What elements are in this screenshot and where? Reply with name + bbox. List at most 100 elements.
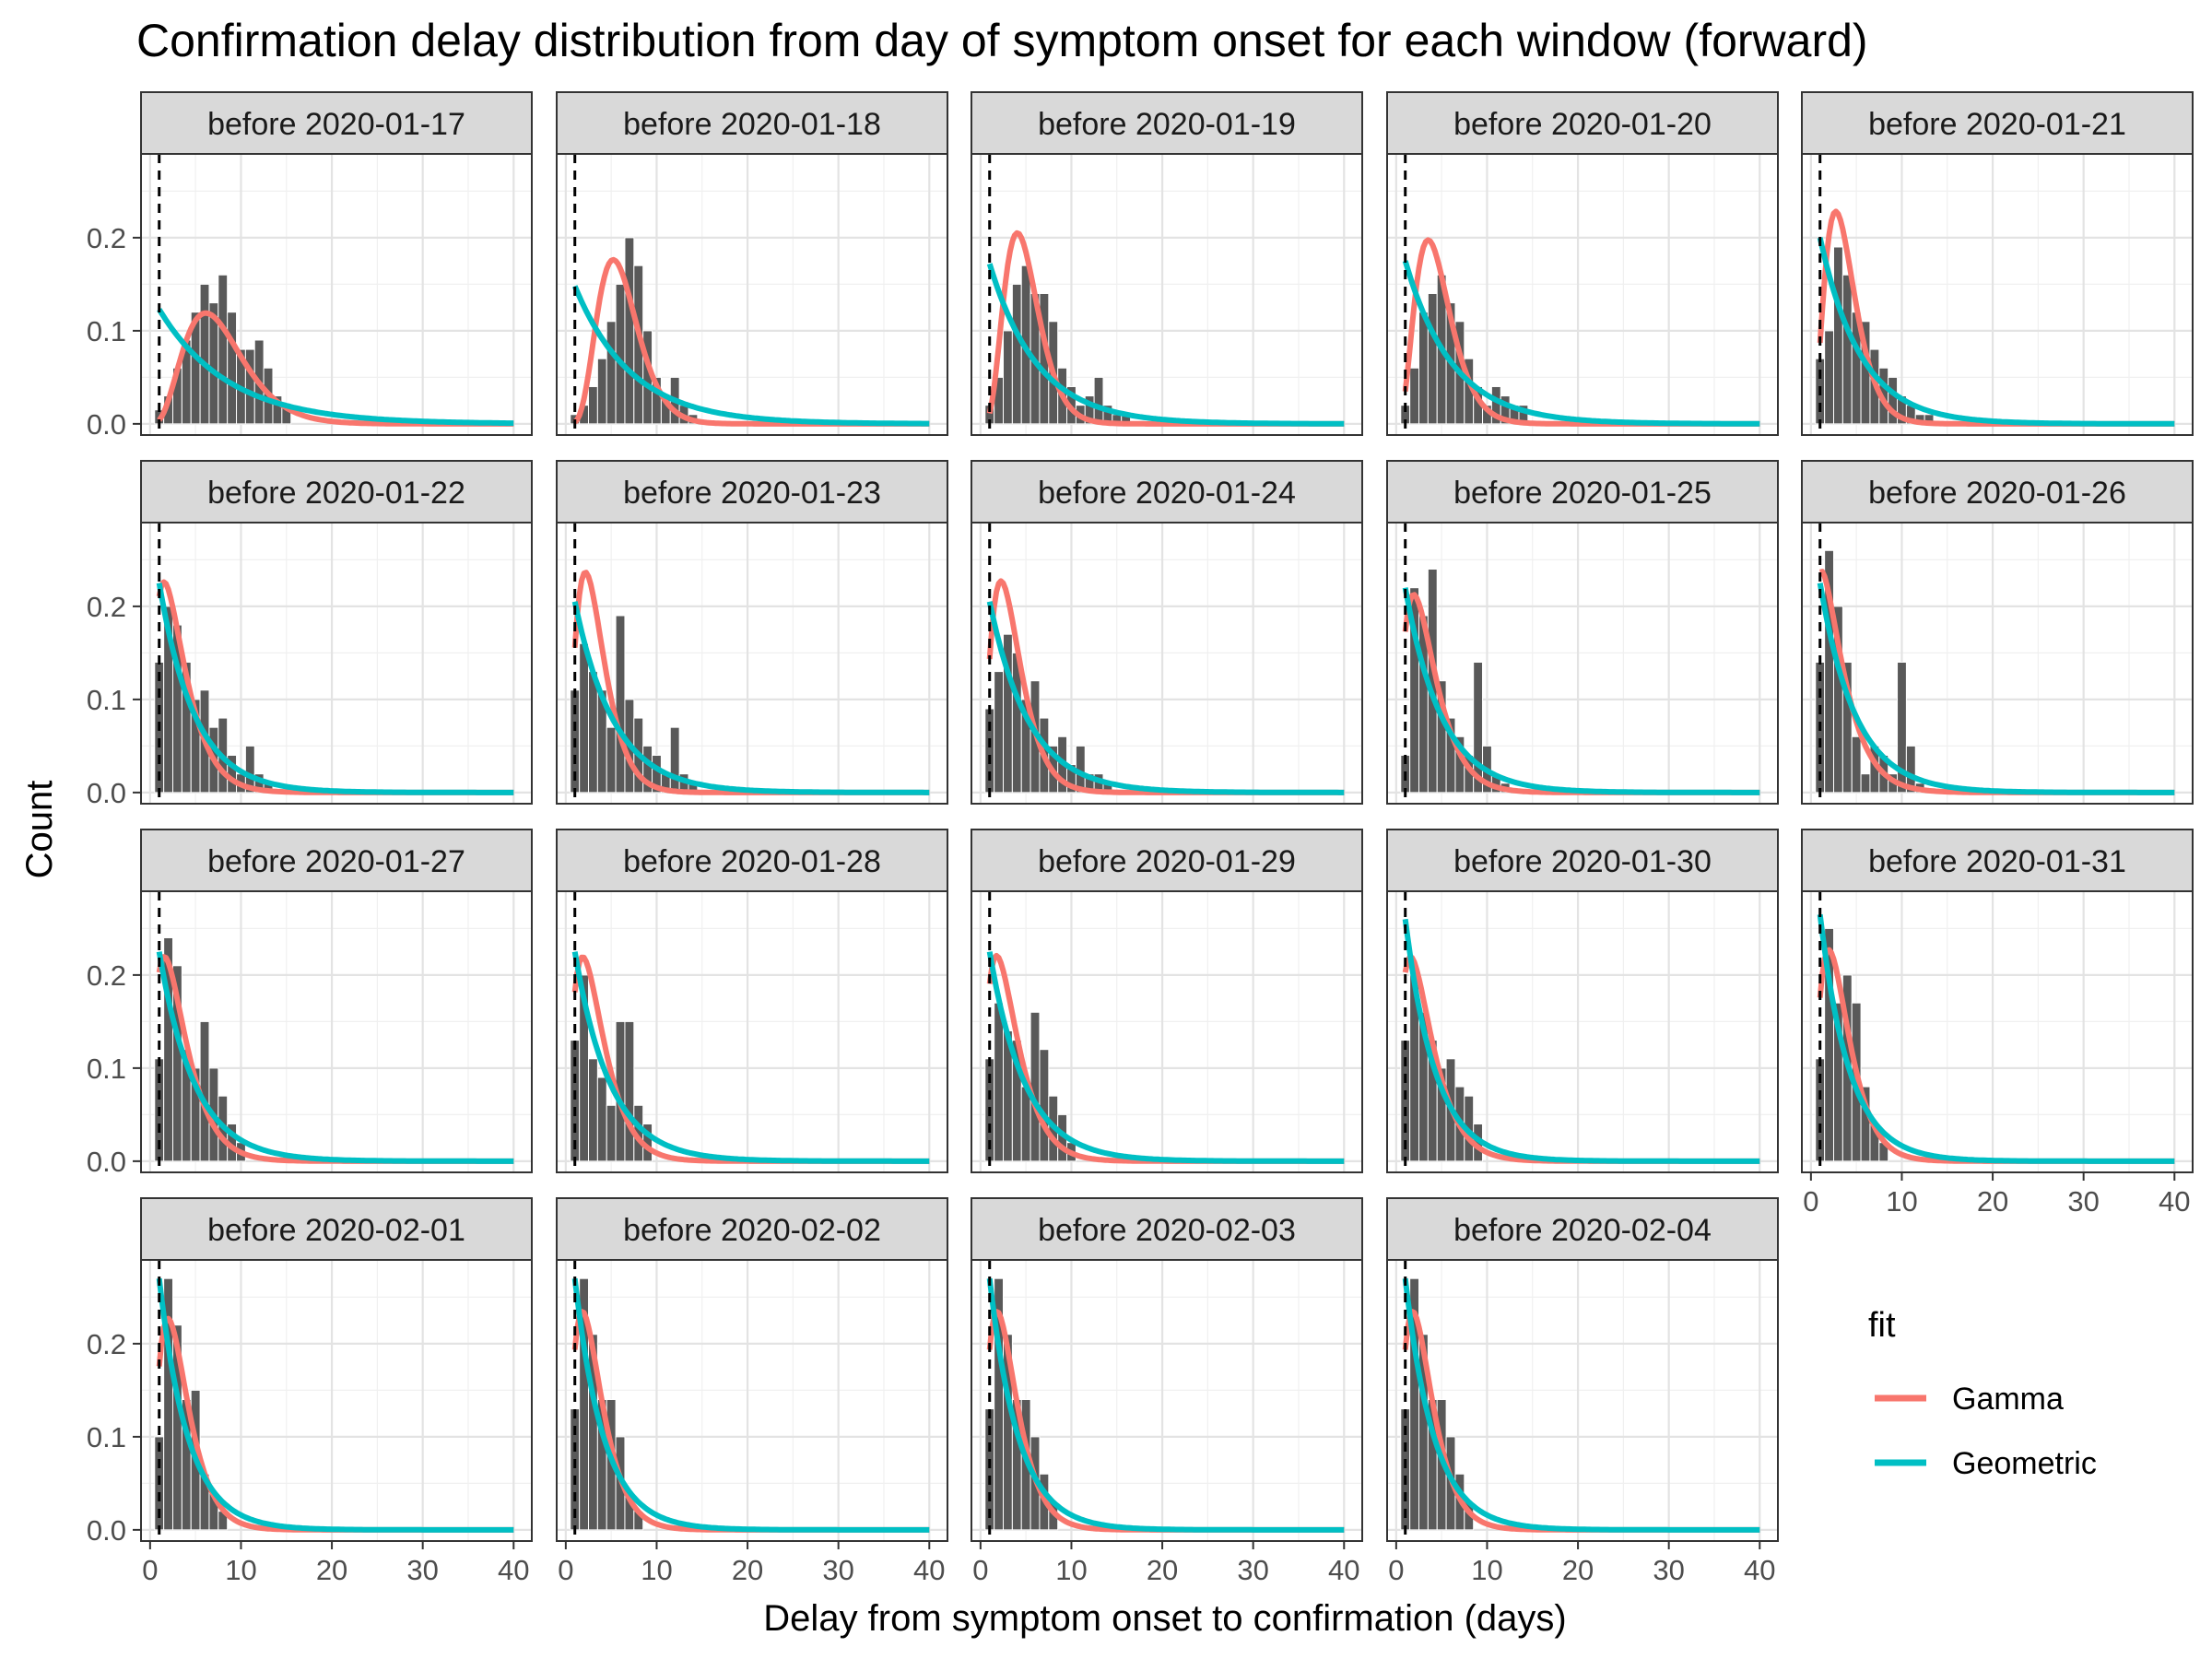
facet-panel: before 2020-01-21 [1801, 91, 2194, 436]
y-tick-label: 0.2 [87, 959, 126, 992]
histogram-bar [596, 1077, 607, 1162]
geometric-fit-line [571, 601, 930, 795]
histogram-bar [588, 385, 598, 425]
facet-strip [140, 829, 533, 892]
x-tick-label: 0 [142, 1554, 158, 1586]
facet-panel: before 2020-01-30 [1386, 829, 1779, 1173]
facet-strip-label: before 2020-01-24 [1038, 476, 1296, 511]
x-tick-label: 30 [822, 1554, 853, 1586]
facet-panel: before 2020-01-27 0.0 0.1 0.2 [87, 829, 533, 1178]
histogram-bar [588, 1058, 598, 1162]
facet-strip [971, 91, 1363, 155]
y-tick-label: 0.0 [87, 1146, 126, 1178]
facet-strip [1801, 829, 2194, 892]
histogram-bar [994, 671, 1005, 794]
histogram-bar [244, 745, 255, 794]
panel-border [556, 890, 948, 1173]
facet-strip [1801, 91, 2194, 155]
x-tick-label: 30 [1237, 1554, 1268, 1586]
facet-strip [971, 829, 1363, 892]
facet-strip-label: before 2020-02-02 [623, 1213, 881, 1248]
x-tick-label: 0 [1803, 1185, 1818, 1218]
panel-border [140, 890, 533, 1173]
geometric-fit-line [986, 263, 1345, 427]
facet-strip-label: before 2020-01-30 [1453, 844, 1712, 879]
y-tick-label: 0.1 [87, 1053, 126, 1085]
histogram-bar [1897, 661, 1907, 794]
facet-strip [971, 460, 1363, 524]
histogram-bar [606, 1104, 617, 1162]
histogram-bar [227, 312, 238, 425]
facet-panel: before 2020-01-26 [1801, 460, 2194, 805]
histogram-bar [669, 726, 680, 794]
facet-panel: before 2020-02-03 0 10 20 30 40 [971, 1197, 1363, 1586]
y-tick-label: 0.2 [87, 591, 126, 623]
facet-strip [1801, 460, 2194, 524]
panel-border [971, 1259, 1363, 1542]
facet-strip-label: before 2020-01-23 [623, 476, 881, 511]
facet-strip-label: before 2020-01-25 [1453, 476, 1712, 511]
facet-strip-label: before 2020-01-19 [1038, 107, 1296, 142]
histogram-bar [1860, 773, 1871, 794]
facet-strip [556, 91, 948, 155]
y-tick-label: 0.1 [87, 684, 126, 716]
facet-strip [140, 460, 533, 524]
facet-strip [556, 829, 948, 892]
facet-strip [1386, 1197, 1779, 1261]
x-tick-label: 30 [1653, 1554, 1684, 1586]
y-tick-label: 0.0 [87, 777, 126, 809]
facet-panel: before 2020-01-18 [556, 91, 948, 436]
y-tick-label: 0.0 [87, 408, 126, 441]
histogram-bar [1020, 1086, 1031, 1162]
x-tick-label: 0 [558, 1554, 573, 1586]
geometric-fit-line [1817, 237, 2175, 427]
x-tick-label: 10 [1055, 1554, 1087, 1586]
facet-strip-label: before 2020-01-20 [1453, 107, 1712, 142]
panel-border [140, 153, 533, 436]
histogram-bar [596, 358, 607, 425]
histogram-bar [244, 348, 255, 425]
geometric-fit-line [156, 582, 514, 795]
histogram-bar [1473, 661, 1484, 794]
facet-strip [140, 1197, 533, 1261]
legend-label-geometric: Geometric [1952, 1446, 2097, 1481]
panel-border [1801, 890, 2194, 1173]
panel-border [1386, 522, 1779, 805]
histogram-bar [1427, 292, 1438, 425]
panel-border [971, 153, 1363, 436]
facet-strip-label: before 2020-01-17 [207, 107, 465, 142]
geometric-fit-line [1817, 913, 2175, 1164]
histogram-bar [199, 283, 210, 425]
facet-strip-label: before 2020-01-22 [207, 476, 465, 511]
x-tick-label: 40 [498, 1554, 529, 1586]
geometric-fit-line [986, 951, 1345, 1164]
histogram-bar [615, 283, 626, 425]
x-tick-label: 20 [1147, 1554, 1178, 1586]
x-tick-label: 40 [1744, 1554, 1775, 1586]
geometric-fit-line [986, 1277, 1345, 1533]
histogram-bar [624, 1020, 635, 1162]
facet-panel: before 2020-01-19 [971, 91, 1363, 436]
histogram-bar [588, 671, 598, 794]
panel-border [556, 522, 948, 805]
facet-panel: before 2020-02-02 0 10 20 30 40 [556, 1197, 948, 1586]
geometric-fit-line [1402, 587, 1760, 795]
histogram-bar [1841, 661, 1853, 794]
facet-strip [556, 460, 948, 524]
facet-panel: before 2020-01-28 [556, 829, 948, 1173]
facet-strip-label: before 2020-02-04 [1453, 1213, 1712, 1248]
y-tick-label: 0.1 [87, 315, 126, 347]
histogram-bar [1824, 330, 1835, 425]
histogram-bar [624, 237, 635, 425]
geometric-fit-line [157, 308, 514, 427]
legend: fit Gamma Geometric [1868, 1306, 2097, 1481]
facet-panel: before 2020-02-01 0.0 0.1 0.2 0 10 20 30 40 [87, 1197, 533, 1586]
facet-panel: before 2020-01-25 [1386, 460, 1779, 805]
histogram-bar [615, 615, 626, 794]
x-tick-label: 20 [732, 1554, 763, 1586]
facet-strip [140, 91, 533, 155]
histogram-bar [1093, 376, 1104, 425]
x-tick-label: 10 [641, 1554, 672, 1586]
y-tick-label: 0.2 [87, 222, 126, 254]
